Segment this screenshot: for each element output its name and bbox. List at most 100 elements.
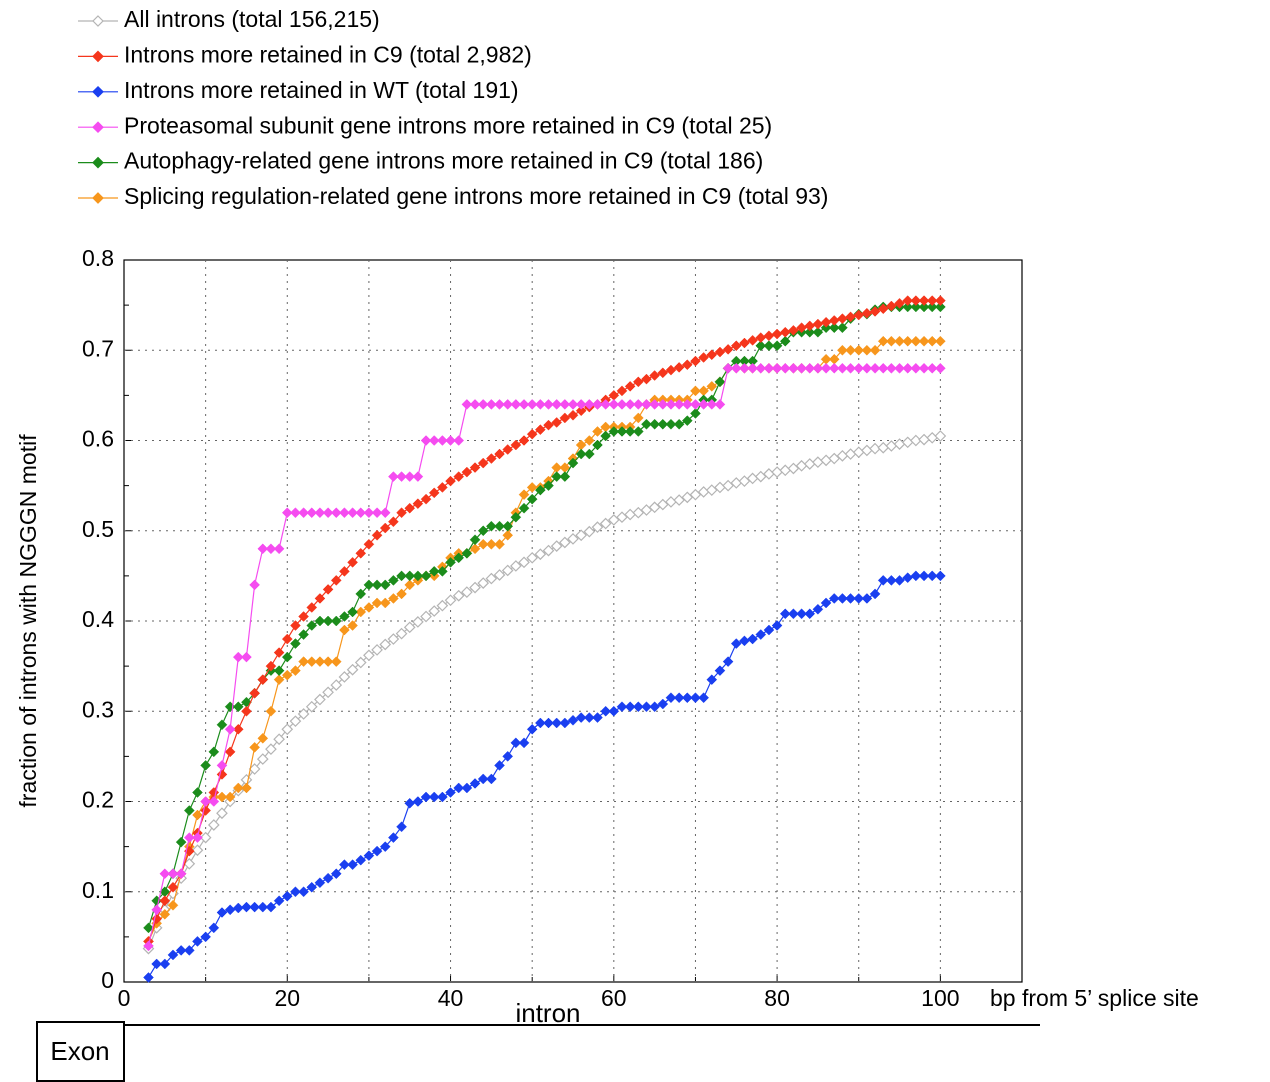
data-point <box>567 533 579 545</box>
data-point <box>526 493 538 505</box>
data-point <box>494 520 505 532</box>
data-point <box>257 543 269 555</box>
data-point <box>437 791 448 803</box>
data-point <box>436 599 449 612</box>
data-point <box>257 674 269 686</box>
data-point <box>404 570 416 582</box>
data-point <box>208 796 220 807</box>
data-point <box>575 405 587 417</box>
data-point <box>486 399 497 410</box>
data-point <box>477 457 489 469</box>
data-point <box>624 399 636 410</box>
data-point <box>265 901 277 913</box>
data-point <box>216 907 228 918</box>
data-point <box>265 543 277 555</box>
legend-label: Autophagy-related gene introns more reta… <box>124 148 763 174</box>
data-point <box>363 649 375 662</box>
data-point <box>747 633 758 645</box>
data-point <box>657 399 669 410</box>
data-point <box>861 362 873 374</box>
data-point <box>306 602 318 613</box>
data-point <box>298 886 309 898</box>
data-point <box>355 547 367 559</box>
data-point <box>575 712 587 723</box>
data-point <box>477 773 489 785</box>
data-point <box>583 399 595 410</box>
data-point <box>404 797 416 809</box>
data-point <box>469 543 481 555</box>
data-point <box>192 809 203 821</box>
data-point <box>469 462 481 473</box>
data-point <box>208 746 220 758</box>
data-point <box>705 484 718 496</box>
data-point <box>894 335 905 347</box>
data-point <box>641 373 652 385</box>
data-point <box>837 313 848 325</box>
data-point <box>812 603 824 615</box>
data-point <box>543 399 554 410</box>
data-point <box>224 791 236 803</box>
data-point <box>510 737 522 749</box>
legend-marker <box>92 15 104 27</box>
data-point <box>216 769 228 780</box>
y-axis-label: fraction of introns with NGGGN motif <box>15 434 41 808</box>
data-point <box>722 362 734 374</box>
data-point <box>665 399 677 410</box>
data-point <box>143 972 154 983</box>
legend-label: Introns more retained in C9 (total 2,982… <box>124 41 532 67</box>
data-point <box>673 692 685 704</box>
data-point <box>388 575 399 586</box>
data-point <box>886 575 897 586</box>
data-point <box>869 588 881 600</box>
data-point <box>314 656 326 667</box>
data-point <box>281 651 293 663</box>
data-point <box>550 540 563 552</box>
data-point <box>534 399 546 410</box>
data-point <box>926 362 938 374</box>
data-point <box>796 362 807 374</box>
data-point <box>812 456 824 469</box>
data-point <box>379 841 391 852</box>
data-point <box>322 615 334 627</box>
data-point <box>820 322 832 334</box>
data-point <box>412 471 424 482</box>
data-point <box>844 448 857 460</box>
data-point <box>510 560 522 572</box>
data-point <box>657 698 669 710</box>
data-point <box>901 436 914 449</box>
y-tick-label: 0 <box>101 967 114 993</box>
legend-label: Proteasomal subunit gene introns more re… <box>124 112 772 138</box>
x-axis-label: bp from 5’ splice site <box>990 985 1199 1011</box>
data-point <box>730 638 742 649</box>
legend-label: Introns more retained in WT (total 191) <box>124 77 519 103</box>
data-point <box>371 597 383 609</box>
data-point <box>543 717 554 729</box>
data-point <box>845 593 856 604</box>
data-point <box>641 418 652 430</box>
data-point <box>600 705 612 717</box>
data-point <box>347 859 358 871</box>
data-point <box>486 773 497 785</box>
data-point <box>551 417 563 428</box>
data-point <box>600 430 612 442</box>
data-point <box>404 502 416 514</box>
data-point <box>445 556 456 568</box>
data-point <box>869 362 881 374</box>
data-point <box>486 453 497 464</box>
y-tick-label: 0.4 <box>82 606 114 632</box>
data-point <box>600 399 612 410</box>
data-point <box>534 548 547 561</box>
data-point <box>232 782 244 794</box>
data-point <box>502 444 514 455</box>
data-point <box>486 538 497 550</box>
data-point <box>739 362 750 374</box>
x-tick-label: 80 <box>764 985 790 1011</box>
data-point <box>339 859 350 871</box>
data-point <box>355 854 367 866</box>
data-point <box>632 412 644 424</box>
data-point <box>354 656 367 669</box>
data-point <box>257 901 269 913</box>
data-point <box>371 845 383 857</box>
data-point <box>404 471 416 482</box>
data-point <box>690 408 701 419</box>
